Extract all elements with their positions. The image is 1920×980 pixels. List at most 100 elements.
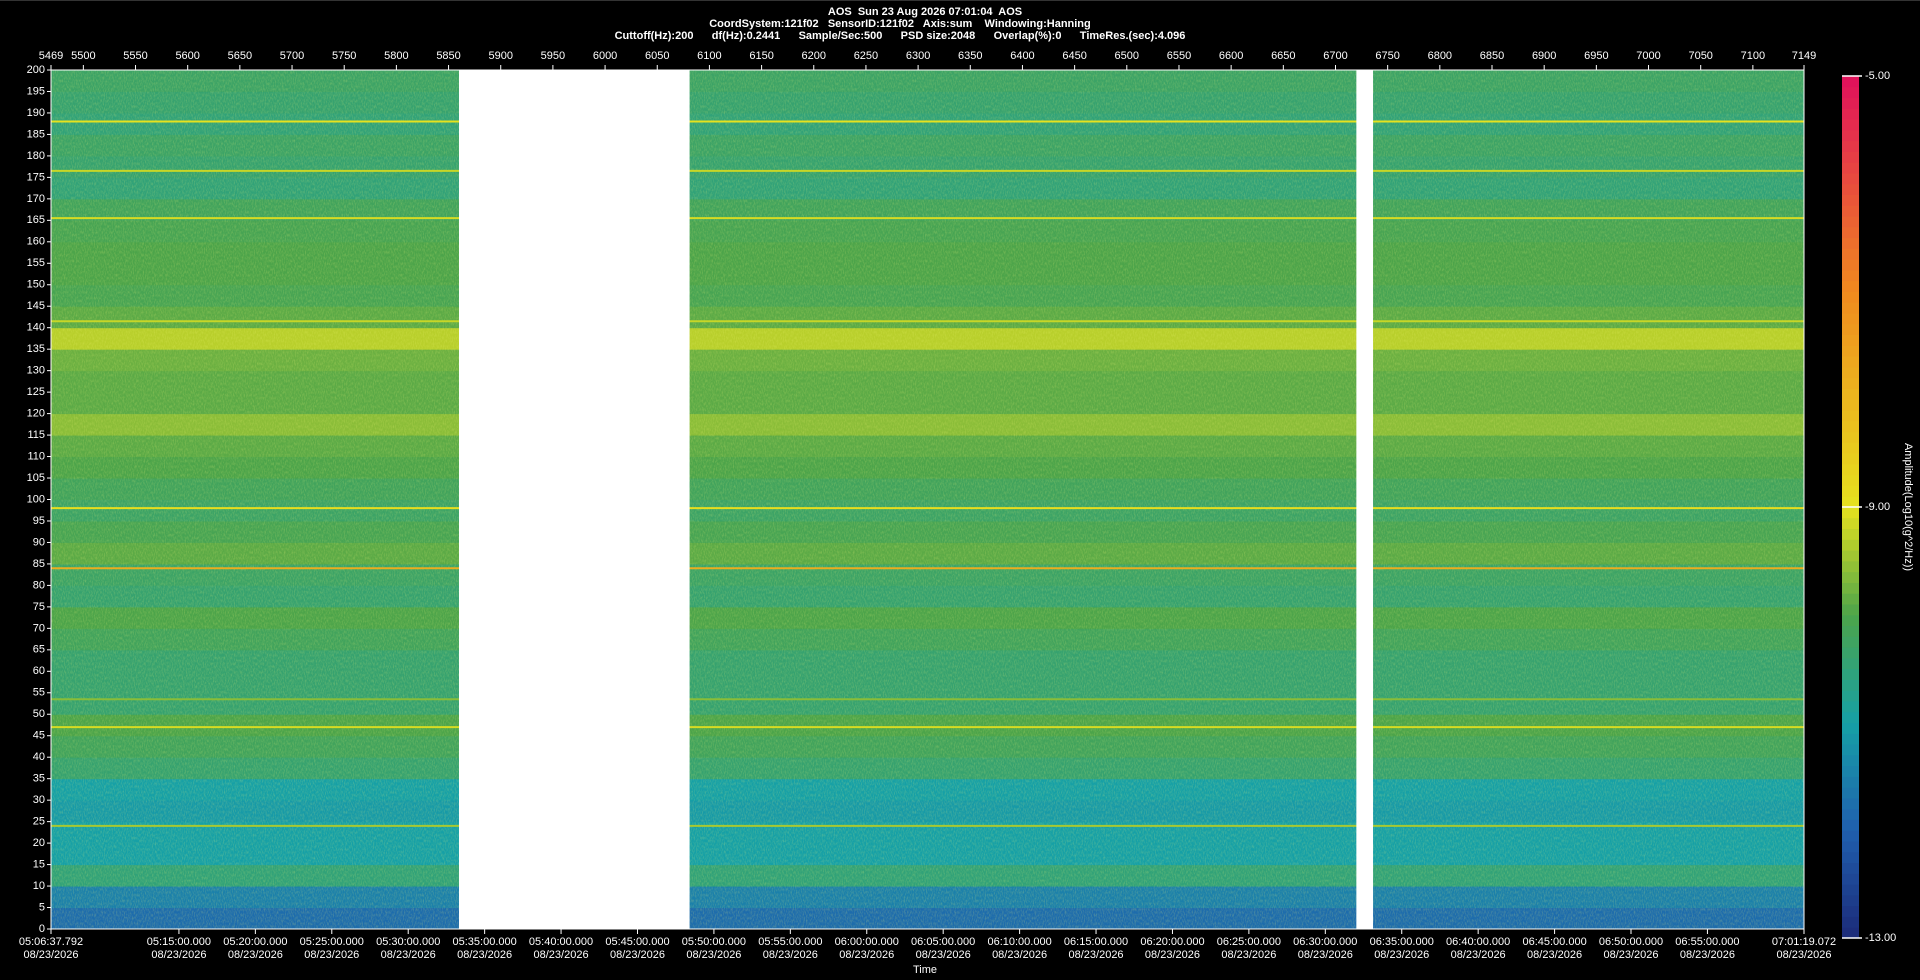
- y-tick-label: 40: [33, 751, 45, 763]
- x-tick-label: 6600: [1219, 50, 1243, 62]
- colorbar-segment: [1842, 388, 1859, 400]
- colorbar-segment: [1842, 420, 1859, 433]
- x-tick-label: 6550: [1167, 50, 1191, 62]
- colorbar-tick-label: -9.00: [1865, 501, 1890, 513]
- colorbar-segment: [1842, 905, 1859, 917]
- colorbar-segment: [1842, 129, 1859, 142]
- colorbar-segment: [1842, 205, 1859, 217]
- colorbar-tick-label: -5.00: [1865, 70, 1890, 82]
- colorbar-segment: [1842, 927, 1859, 939]
- y-tick-label: 180: [27, 150, 45, 162]
- x-tick-label: 6900: [1532, 50, 1556, 62]
- y-tick-label: 10: [33, 880, 45, 892]
- texture: [51, 70, 1804, 929]
- x2-tick-label: 06:00:00.000 08/23/2026: [834, 936, 899, 961]
- top-border: [0, 0, 1920, 1]
- colorbar-segment: [1842, 431, 1859, 443]
- colorbar-segment: [1842, 507, 1859, 519]
- colorbar-segment: [1842, 679, 1859, 691]
- x2-tick-label: 06:35:00.000 08/23/2026: [1369, 936, 1434, 961]
- colorbar-segment: [1842, 711, 1859, 723]
- colorbar-segment: [1842, 894, 1859, 907]
- colorbar-segment: [1842, 593, 1859, 605]
- colorbar-segment: [1842, 841, 1859, 853]
- data-gap: [1356, 70, 1374, 929]
- y-tick-label: 20: [33, 837, 45, 849]
- colorbar-segment: [1842, 356, 1859, 368]
- colorbar-segment: [1842, 366, 1859, 379]
- colorbar-segment: [1842, 485, 1859, 497]
- x-tick-label: 7000: [1636, 50, 1660, 62]
- y-tick-label: 125: [27, 386, 45, 398]
- colorbar-segment: [1842, 345, 1859, 357]
- y-tick-label: 160: [27, 236, 45, 248]
- y-tick-label: 80: [33, 579, 45, 591]
- x-tick-label: 6650: [1271, 50, 1295, 62]
- x-tick-label: 6100: [697, 50, 721, 62]
- chart-subtitle: CoordSystem:121f02 SensorID:121f02 Axis:…: [709, 18, 1091, 30]
- x2-tick-label: 06:25:00.000 08/23/2026: [1216, 936, 1281, 961]
- y-tick-label: 45: [33, 730, 45, 742]
- x-tick-label: 5500: [71, 50, 95, 62]
- colorbar-segment: [1842, 787, 1859, 799]
- colorbar-segment: [1842, 819, 1859, 831]
- colorbar-segment: [1842, 550, 1859, 562]
- colorbar-segment: [1842, 851, 1859, 864]
- x-tick-label: 5800: [384, 50, 408, 62]
- colorbar-segment: [1842, 528, 1859, 540]
- x2-tick-label: 05:40:00.000 08/23/2026: [528, 936, 594, 961]
- colorbar-segment: [1842, 571, 1859, 583]
- colorbar-segment: [1842, 269, 1859, 282]
- colorbar-segment: [1842, 248, 1859, 260]
- x-tick-label: 7149: [1792, 50, 1816, 62]
- colorbar-segment: [1842, 916, 1859, 928]
- colorbar-segment: [1842, 647, 1859, 659]
- colorbar-segment: [1842, 474, 1859, 486]
- colorbar-segment: [1842, 302, 1859, 314]
- y-tick-label: 5: [39, 901, 45, 913]
- y-tick-label: 95: [33, 515, 45, 527]
- x-tick-label: 6050: [645, 50, 669, 62]
- y-tick-label: 145: [27, 300, 45, 312]
- x2-tick-label: 06:20:00.000 08/23/2026: [1140, 936, 1205, 961]
- x-tick-label: 6250: [854, 50, 878, 62]
- colorbar-segment: [1842, 291, 1859, 303]
- x-tick-label: 6350: [958, 50, 982, 62]
- colorbar-title: Amplitude(Log10(g^2/Hz)): [1902, 443, 1914, 571]
- colorbar-segment: [1842, 76, 1859, 88]
- colorbar-segment: [1842, 797, 1859, 810]
- y-tick-label: 190: [27, 107, 45, 119]
- y-tick-label: 25: [33, 816, 45, 828]
- colorbar-tick-label: -13.00: [1865, 932, 1896, 944]
- colorbar-segment: [1842, 194, 1859, 206]
- colorbar-segment: [1842, 808, 1859, 820]
- x-tick-label: 5650: [228, 50, 252, 62]
- x2-tick-label: 05:55:00.000 08/23/2026: [758, 936, 823, 961]
- y-tick-label: 90: [33, 536, 45, 548]
- y-tick-label: 100: [27, 493, 45, 505]
- x-tick-label: 5750: [332, 50, 356, 62]
- y-tick-label: 55: [33, 687, 45, 699]
- colorbar-segment: [1842, 119, 1859, 131]
- colorbar-segment: [1842, 410, 1859, 422]
- colorbar-segment: [1842, 603, 1859, 616]
- x2-tick-label: 06:10:00.000 08/23/2026: [987, 936, 1052, 961]
- colorbar-segment: [1842, 744, 1859, 756]
- y-tick-label: 170: [27, 193, 45, 205]
- colorbar-segment: [1842, 690, 1859, 702]
- colorbar-segment: [1842, 399, 1859, 411]
- colorbar-segment: [1842, 313, 1859, 325]
- y-tick-label: 185: [27, 128, 45, 140]
- x2-tick-label: 05:30:00.000 08/23/2026: [376, 936, 441, 961]
- data-gap: [458, 70, 690, 929]
- colorbar-segment: [1842, 323, 1859, 336]
- y-tick-label: 115: [27, 429, 45, 441]
- x-tick-label: 5469: [39, 50, 63, 62]
- colorbar-segment: [1842, 453, 1859, 465]
- x-axis-title: Time: [913, 964, 937, 976]
- y-tick-label: 105: [27, 472, 45, 484]
- colorbar-segment: [1842, 560, 1859, 573]
- x-tick-label: 5600: [175, 50, 199, 62]
- y-tick-label: 60: [33, 665, 45, 677]
- y-tick-label: 65: [33, 644, 45, 656]
